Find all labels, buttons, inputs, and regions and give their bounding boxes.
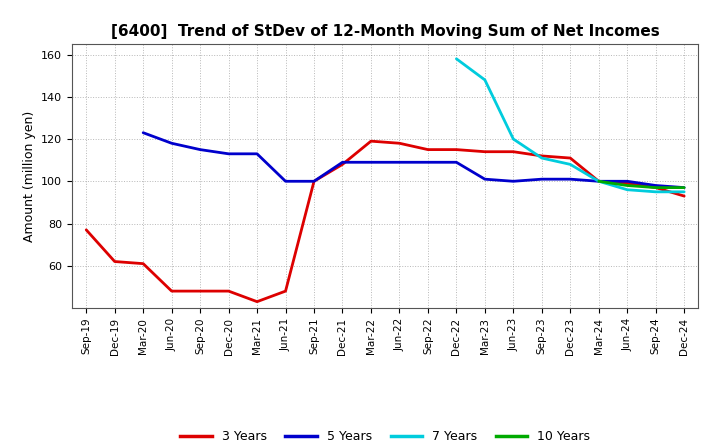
Legend: 3 Years, 5 Years, 7 Years, 10 Years: 3 Years, 5 Years, 7 Years, 10 Years xyxy=(176,425,595,440)
Y-axis label: Amount (million yen): Amount (million yen) xyxy=(22,110,35,242)
Title: [6400]  Trend of StDev of 12-Month Moving Sum of Net Incomes: [6400] Trend of StDev of 12-Month Moving… xyxy=(111,24,660,39)
